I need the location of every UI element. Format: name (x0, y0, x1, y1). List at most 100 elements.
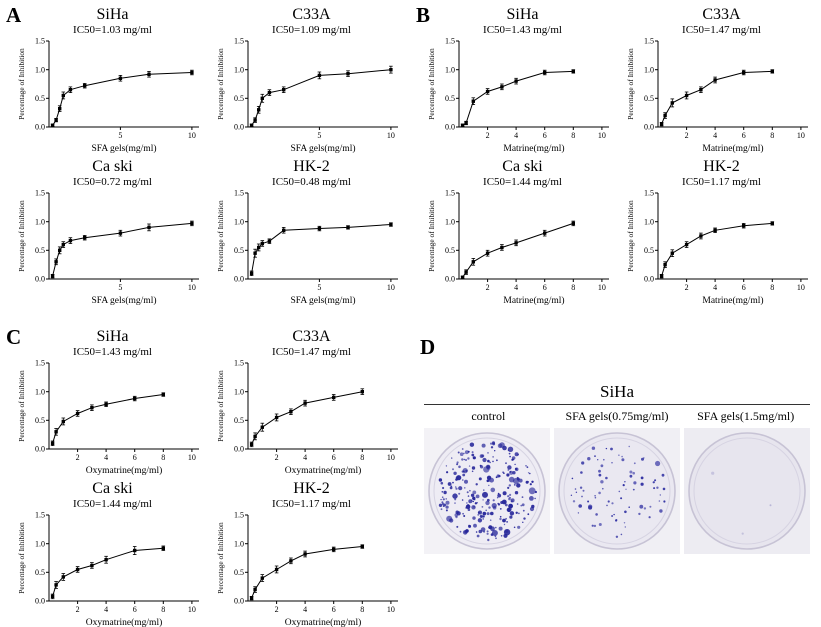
svg-text:5: 5 (317, 283, 321, 292)
svg-text:1.5: 1.5 (35, 511, 45, 520)
svg-text:Percentage of Inhibition: Percentage of Inhibition (427, 200, 436, 272)
chart-title: Ca ski (92, 480, 133, 497)
chart-title: HK-2 (293, 480, 330, 497)
svg-text:6: 6 (742, 283, 746, 292)
svg-text:1.0: 1.0 (445, 217, 455, 226)
chart-title: C33A (292, 328, 331, 345)
panel-B-grid: SiHa IC50=1.43 mg/ml 0.0 0.5 1.0 1.5 2 4 6 8 10 M… (416, 4, 816, 306)
dose-response-plot: 0.0 0.5 1.0 1.5 2 4 6 8 10 Oxymatrine(mg/ml) Perce… (216, 359, 398, 476)
svg-text:0.0: 0.0 (234, 445, 244, 454)
svg-text:2: 2 (486, 131, 490, 140)
dose-response-plot: 0.0 0.5 1.0 1.5 2 4 6 8 10 Matrine(mg/ml) Percenta… (626, 37, 808, 154)
svg-text:1.5: 1.5 (35, 37, 45, 46)
svg-text:1.0: 1.0 (234, 65, 244, 74)
svg-text:10: 10 (598, 283, 606, 292)
svg-text:0.5: 0.5 (644, 94, 654, 103)
panel-B-label: B (416, 3, 431, 27)
svg-text:1.5: 1.5 (234, 511, 244, 520)
svg-text:0.5: 0.5 (644, 246, 654, 255)
chart-ic50: IC50=1.43 mg/ml (483, 24, 562, 36)
svg-text:4: 4 (303, 605, 307, 614)
svg-text:1.0: 1.0 (234, 387, 244, 396)
svg-text:5: 5 (317, 131, 321, 140)
svg-text:0.0: 0.0 (644, 275, 654, 284)
svg-text:10: 10 (387, 131, 395, 140)
svg-text:10: 10 (387, 605, 395, 614)
svg-text:8: 8 (161, 605, 165, 614)
svg-text:0.0: 0.0 (445, 123, 455, 132)
svg-text:6: 6 (332, 453, 336, 462)
svg-text:Percentage of Inhibition: Percentage of Inhibition (17, 48, 26, 120)
svg-text:6: 6 (543, 131, 547, 140)
svg-text:1.0: 1.0 (644, 217, 654, 226)
dose-response-plot: 0.0 0.5 1.0 1.5 2 4 6 8 10 Oxymatrine(mg/ml) Perce… (17, 511, 199, 627)
svg-text:1.0: 1.0 (445, 65, 455, 74)
svg-text:Percentage of Inhibition: Percentage of Inhibition (216, 370, 225, 442)
svg-text:10: 10 (188, 283, 196, 292)
svg-text:6: 6 (742, 131, 746, 140)
svg-text:0.0: 0.0 (234, 123, 244, 132)
svg-text:1.5: 1.5 (234, 189, 244, 198)
svg-text:Matrine(mg/ml): Matrine(mg/ml) (503, 295, 564, 306)
svg-text:Percentage of Inhibition: Percentage of Inhibition (216, 200, 225, 272)
svg-text:Percentage of Inhibition: Percentage of Inhibition (17, 522, 26, 594)
svg-text:0.5: 0.5 (234, 568, 244, 577)
svg-text:Matrine(mg/ml): Matrine(mg/ml) (702, 295, 763, 306)
svg-text:8: 8 (770, 283, 774, 292)
svg-text:8: 8 (770, 131, 774, 140)
dose-response-plot: 0.0 0.5 1.0 1.5 5 10 SFA gels(mg/ml) Percentage… (17, 189, 199, 306)
chart-title: SiHa (506, 6, 539, 23)
svg-text:0.0: 0.0 (35, 275, 45, 284)
svg-text:1.5: 1.5 (35, 189, 45, 198)
dose-response-plot: 0.0 0.5 1.0 1.5 5 10 SFA gels(mg/ml) Percentage… (17, 37, 199, 154)
colony-dish-sfa-15 (684, 428, 810, 554)
svg-text:0.0: 0.0 (35, 597, 45, 606)
svg-text:0.0: 0.0 (35, 123, 45, 132)
svg-text:0.0: 0.0 (35, 445, 45, 454)
svg-text:Matrine(mg/ml): Matrine(mg/ml) (503, 143, 564, 154)
chart-title: C33A (702, 6, 741, 23)
chart-ic50: IC50=1.44 mg/ml (483, 176, 562, 188)
divider-line (424, 404, 810, 405)
svg-text:5: 5 (118, 131, 122, 140)
svg-text:Oxymatrine(mg/ml): Oxymatrine(mg/ml) (86, 617, 163, 627)
chart-title: C33A (292, 6, 331, 23)
svg-text:10: 10 (598, 131, 606, 140)
svg-text:6: 6 (332, 605, 336, 614)
svg-text:1.5: 1.5 (234, 37, 244, 46)
svg-text:6: 6 (543, 283, 547, 292)
svg-text:0.0: 0.0 (445, 275, 455, 284)
svg-text:1.5: 1.5 (234, 359, 244, 368)
svg-text:0.5: 0.5 (445, 246, 455, 255)
svg-text:0.5: 0.5 (35, 568, 45, 577)
svg-text:1.0: 1.0 (234, 217, 244, 226)
svg-text:Percentage of Inhibition: Percentage of Inhibition (626, 48, 635, 120)
svg-text:SFA gels(mg/ml): SFA gels(mg/ml) (290, 143, 355, 154)
chart-c-siha: SiHa IC50=1.43 mg/ml 0.0 0.5 1.0 1.5 2 4 6 8 10 O… (16, 328, 209, 476)
svg-text:6: 6 (133, 605, 137, 614)
dose-response-plot: 0.0 0.5 1.0 1.5 2 4 6 8 10 Matrine(mg/ml) Percenta… (427, 37, 609, 154)
svg-text:Percentage of Inhibition: Percentage of Inhibition (17, 200, 26, 272)
svg-text:8: 8 (161, 453, 165, 462)
svg-text:1.5: 1.5 (644, 189, 654, 198)
condition-label-control: control (471, 409, 506, 423)
dose-response-plot: 0.0 0.5 1.0 1.5 2 4 6 8 10 Matrine(mg/ml) Percenta… (626, 189, 808, 306)
svg-text:2: 2 (275, 605, 279, 614)
chart-ic50: IC50=0.48 mg/ml (272, 176, 351, 188)
svg-text:2: 2 (76, 453, 80, 462)
panel-A-label: A (6, 3, 22, 27)
chart-title: SiHa (96, 328, 129, 345)
dose-response-plot: 0.0 0.5 1.0 1.5 5 10 SFA gels(mg/ml) Percentage… (216, 189, 398, 306)
chart-c-caski: Ca ski IC50=1.44 mg/ml 0.0 0.5 1.0 1.5 2 4 6 8 1… (16, 480, 209, 627)
panel-D: D SiHa control SFA gels(0.75mg/ml) SFA g… (420, 336, 816, 624)
svg-text:0.5: 0.5 (234, 246, 244, 255)
svg-text:10: 10 (188, 453, 196, 462)
svg-text:6: 6 (133, 453, 137, 462)
chart-title: Ca ski (92, 158, 133, 175)
chart-ic50: IC50=1.44 mg/ml (73, 498, 152, 510)
svg-text:4: 4 (104, 453, 108, 462)
svg-text:1.5: 1.5 (445, 37, 455, 46)
svg-text:10: 10 (188, 605, 196, 614)
chart-ic50: IC50=1.17 mg/ml (682, 176, 761, 188)
chart-b-hk2: HK-2 IC50=1.17 mg/ml 0.0 0.5 1.0 1.5 2 4 6 8 10 M… (625, 158, 818, 306)
